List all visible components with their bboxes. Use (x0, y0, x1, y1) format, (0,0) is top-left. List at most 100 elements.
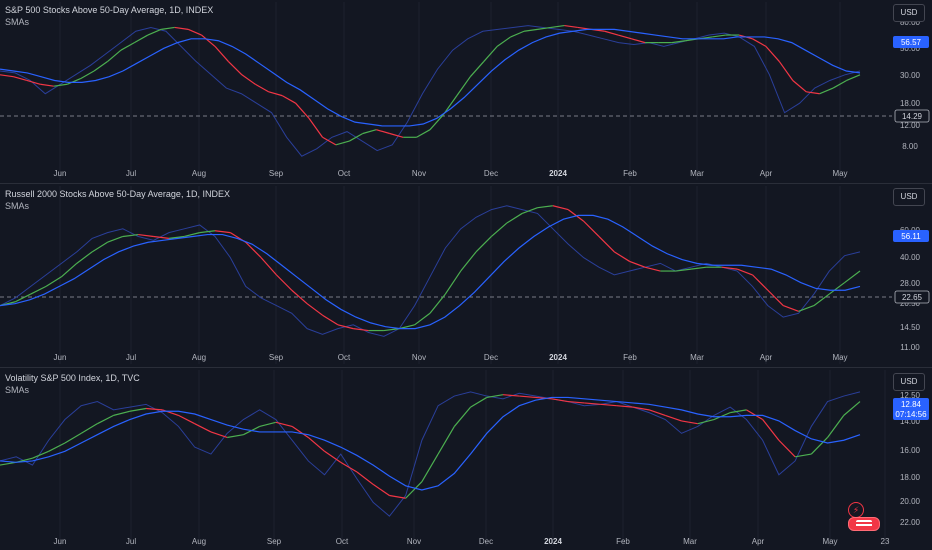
x-tick-label: Apr (760, 169, 773, 178)
y-tick-label: 22.00 (900, 518, 921, 527)
sma-fast-segment (819, 87, 834, 95)
sma-fast-segment (399, 324, 415, 330)
sma-fast-segment (644, 266, 661, 272)
x-tick-label: 2024 (549, 353, 567, 362)
sma-fast-segment (551, 398, 569, 403)
sma-fast-segment (730, 409, 747, 414)
last-value-label: 12.84 (901, 400, 922, 409)
x-tick-label: Mar (683, 537, 697, 546)
sma-fast-segment (632, 406, 650, 411)
sma-fast-segment (276, 274, 293, 291)
y-tick-label: 30.00 (900, 71, 921, 80)
pane-divider[interactable] (0, 183, 932, 184)
sma-fast-segment (416, 129, 431, 138)
x-tick-label: 23 (881, 537, 890, 546)
y-tick-label: 20.00 (900, 497, 921, 506)
sma-fast-segment (168, 235, 185, 239)
sma-fast-segment (174, 26, 189, 30)
sma-fast-segment (322, 314, 339, 326)
sma-fast-segment (362, 129, 377, 135)
currency-button[interactable]: USD (893, 373, 925, 391)
sma-fast-segment (214, 46, 229, 62)
sma-fast-segment (552, 205, 569, 211)
sma-fast-segment (444, 270, 462, 295)
sma-fast-segment (13, 76, 28, 82)
sma-fast-segment (53, 83, 68, 87)
sma-fast-segment (32, 450, 49, 459)
hline-value-box (894, 109, 930, 123)
sma-fast-segment (470, 396, 488, 408)
sma-fast-segment (778, 61, 794, 81)
y-tick-label: 14.00 (900, 417, 921, 426)
sma-fast-segment (93, 61, 108, 72)
sma-fast-segment (210, 431, 228, 439)
x-tick-label: Feb (623, 353, 637, 362)
sma-fast-segment (697, 418, 715, 425)
sma-fast-segment (665, 414, 682, 422)
last-value-label: 56.11 (901, 232, 921, 241)
sma-fast-segment (506, 212, 523, 224)
sma-fast-segment (227, 434, 244, 439)
pane-title: Russell 2000 Stocks Above 50-Day Average… (5, 189, 230, 199)
sma-fast-segment (308, 117, 323, 138)
y-tick-label: 12.50 (900, 391, 921, 400)
raw-series-line (0, 205, 861, 337)
sma-slow-line (0, 28, 861, 127)
sma-fast-segment (475, 236, 492, 253)
x-tick-label: 2024 (544, 537, 562, 546)
x-tick-label: Aug (192, 537, 206, 546)
sma-fast-segment (844, 270, 861, 284)
sma-fast-segment (80, 423, 98, 434)
sma-fast-segment (681, 420, 698, 425)
currency-button[interactable]: USD (893, 4, 925, 22)
currency-button[interactable]: USD (893, 188, 925, 206)
sma-fast-segment (353, 328, 369, 332)
raw-series-line (0, 391, 861, 517)
sma-fast-segment (736, 268, 753, 276)
sma-fast-segment (107, 235, 124, 243)
hline-value-label: 22.65 (902, 293, 923, 302)
sma-fast-segment (460, 251, 477, 272)
sma-fast-segment (456, 76, 471, 96)
sma-fast-segment (616, 405, 633, 408)
sma-fast-segment (469, 61, 485, 78)
sma-fast-segment (178, 414, 195, 425)
sma-fast-segment (48, 442, 66, 452)
y-tick-label: 40.00 (900, 253, 921, 262)
sma-fast-segment (15, 293, 31, 303)
sma-fast-segment (0, 461, 17, 466)
sma-fast-segment (383, 328, 400, 332)
x-tick-label: Nov (407, 537, 421, 546)
x-tick-label: Oct (336, 537, 349, 546)
sma-fast-segment (675, 268, 692, 272)
sma-fast-segment (778, 439, 796, 458)
sma-fast-segment (414, 312, 431, 326)
us-flag-icon[interactable] (848, 517, 880, 531)
sma-fast-segment (584, 402, 601, 405)
pane-divider[interactable] (0, 367, 932, 368)
x-tick-label: Jun (54, 537, 67, 546)
sma-fast-segment (134, 34, 149, 44)
sma-fast-segment (537, 26, 552, 30)
x-tick-label: Apr (752, 537, 765, 546)
x-tick-label: Jul (126, 353, 136, 362)
y-tick-label: 8.00 (902, 142, 918, 151)
sma-fast-segment (335, 140, 350, 146)
sma-fast-segment (828, 282, 846, 295)
sma-fast-segment (113, 410, 130, 416)
lightning-icon[interactable]: ⚡ (848, 502, 864, 518)
sma-fast-segment (291, 425, 309, 438)
pane-subtitle: SMAs (5, 385, 30, 395)
sma-fast-segment (765, 46, 780, 62)
last-value-box (893, 398, 929, 420)
sma-fast-segment (91, 241, 108, 253)
x-tick-label: Jun (54, 353, 67, 362)
pane-subtitle: SMAs (5, 201, 30, 211)
sma-fast-segment (631, 38, 646, 44)
sma-fast-segment (66, 78, 81, 85)
sma-fast-segment (281, 95, 296, 104)
sma-fast-segment (26, 79, 41, 85)
sma-fast-segment (245, 241, 262, 259)
sma-fast-segment (712, 34, 726, 38)
